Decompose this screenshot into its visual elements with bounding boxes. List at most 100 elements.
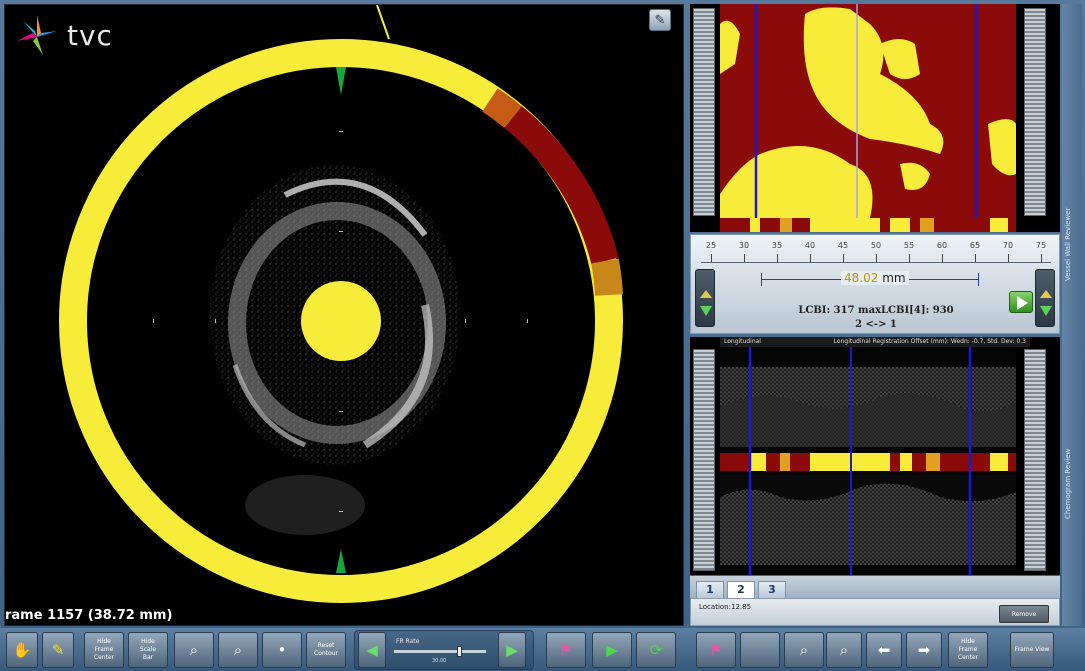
ruler-tick [777, 254, 778, 262]
right-marker-button[interactable] [1035, 269, 1055, 327]
zoom-out-button[interactable]: ⌕ [218, 632, 258, 668]
logo-text: tvc [67, 18, 113, 52]
arrow-right-icon: ➡ [917, 641, 931, 659]
tool-button-blank[interactable] [740, 632, 780, 668]
ruler-tick-label: 60 [936, 241, 948, 250]
ruler-tick-label: 70 [1002, 241, 1014, 250]
arrow-right-icon: ▶ [506, 641, 518, 659]
flag-icon: ⚑ [709, 641, 723, 659]
zoom-in-button[interactable]: ⌕ [174, 632, 214, 668]
ruler-tick [1041, 254, 1042, 262]
ruler-tick-label: 35 [771, 241, 783, 250]
measurement-value: 48.02 mm [841, 271, 909, 285]
loop-icon: ⟳ [649, 641, 663, 659]
ruler-tick [843, 254, 844, 262]
tab-2[interactable]: 2 [727, 581, 755, 598]
center-button[interactable]: • [262, 632, 302, 668]
left-marker-button[interactable] [695, 269, 715, 327]
slider-handle[interactable] [457, 646, 463, 657]
tvc-logo-icon [17, 15, 57, 55]
ruler-tick-label: 40 [804, 241, 816, 250]
chemogram-panel [690, 4, 1060, 232]
zoom-in-right-button[interactable]: ⌕ [784, 632, 824, 668]
ruler-tick [975, 254, 976, 262]
ruler-tick [942, 254, 943, 262]
side-tab-vessel-wall[interactable]: Vessel Wall Reviewer [1064, 207, 1072, 281]
play-button-main[interactable]: ▶ [592, 632, 632, 668]
bookmark-button[interactable]: ⚑ [546, 632, 586, 668]
longitudinal-panel: Longitudinal Longitudinal Registration O… [690, 337, 1060, 575]
marker-down-icon [700, 290, 712, 316]
distance-ruler[interactable]: 25 30 35 40 45 50 55 60 65 70 75 [701, 239, 1051, 263]
left-scroll-rail[interactable] [693, 8, 715, 216]
frame-label: rame 1157 (38.72 mm) [5, 608, 173, 623]
step-forward-button[interactable]: ▶ [498, 632, 526, 668]
hand-icon: ✋ [12, 641, 32, 659]
next-button[interactable]: ➡ [906, 632, 942, 668]
top-marker-icon[interactable] [336, 67, 346, 95]
hide-frame-center-right-button[interactable]: Hide Frame Center [948, 632, 988, 668]
tab-1[interactable]: 1 [696, 581, 724, 598]
measure-tool-button[interactable]: ✎ [42, 632, 74, 668]
ruler-pencil-icon: ✎ [51, 641, 65, 659]
zoom-in-icon: ⌕ [799, 641, 809, 659]
flag-button[interactable]: ⚑ [696, 632, 736, 668]
arrow-left-icon: ◀ [366, 641, 378, 659]
tvc-logo: tvc [13, 11, 113, 59]
reset-contour-button[interactable]: Reset Contour [306, 632, 346, 668]
hide-scale-bar-button[interactable]: Hide Scale Bar [128, 632, 168, 668]
left-scroll-rail[interactable] [693, 349, 715, 571]
measurement-panel: 25 30 35 40 45 50 55 60 65 70 75 48.02 mm LCBI: 31… [690, 234, 1060, 334]
cross-section-view[interactable] [5, 5, 685, 627]
right-panel: 25 30 35 40 45 50 55 60 65 70 75 48.02 mm LCBI: 31… [690, 4, 1060, 626]
scale-ticks [153, 131, 528, 512]
zoom-out-icon: ⌕ [839, 641, 849, 659]
zoom-out-icon: ⌕ [233, 641, 243, 659]
bottom-marker-icon[interactable] [336, 549, 346, 573]
longitudinal-view[interactable] [720, 347, 1016, 575]
edit-pencil-button[interactable]: ✎ [649, 9, 671, 31]
remove-button[interactable]: Remove [999, 605, 1049, 623]
right-scroll-rail[interactable] [1024, 8, 1046, 216]
hide-frame-center-button[interactable]: Hide Frame Center [84, 632, 124, 668]
longitudinal-header: Longitudinal Longitudinal Registration O… [720, 337, 1030, 347]
right-scroll-rail[interactable] [1024, 349, 1046, 571]
flag-icon: ⚑ [559, 641, 573, 659]
previous-button[interactable]: ⬅ [866, 632, 902, 668]
zoom-out-right-button[interactable]: ⌕ [826, 632, 862, 668]
ruler-tick-label: 65 [969, 241, 981, 250]
ruler-tick [876, 254, 877, 262]
frame-range: 2 <-> 1 [855, 319, 897, 330]
ruler-tick [1008, 254, 1009, 262]
chemogram-heatmap[interactable] [720, 4, 1016, 218]
loop-button[interactable]: ⟳ [636, 632, 676, 668]
tool-button-1[interactable]: ✋ [6, 632, 38, 668]
dot-icon: • [277, 641, 287, 659]
frame-view-button[interactable]: Frame View [1010, 632, 1054, 668]
location-bar: Location: 12.85 Remove [690, 598, 1060, 626]
location-label: Location: [699, 603, 731, 611]
side-tab-chemogram-review[interactable]: Chemogram Review [1064, 448, 1072, 520]
side-tab-strip: Vessel Wall Reviewer Chemogram Review [1062, 4, 1082, 626]
ruler-tick [744, 254, 745, 262]
tab-3[interactable]: 3 [758, 581, 786, 598]
location-value: 12.85 [731, 603, 752, 611]
arrow-left-icon: ⬅ [877, 641, 891, 659]
frame-rate-slider[interactable]: FR Rate 30.00 [388, 636, 492, 664]
chemogram-strip [720, 218, 1016, 232]
chemogram-ring [59, 39, 623, 603]
step-back-button[interactable]: ◀ [358, 632, 386, 668]
play-icon: ▶ [606, 641, 618, 659]
ruler-tick-label: 75 [1035, 241, 1047, 250]
lcbi-readout: LCBI: 317 maxLCBI[4]: 930 [798, 305, 954, 316]
ruler-tick-label: 25 [705, 241, 717, 250]
pencil-icon: ✎ [654, 12, 666, 28]
slider-track [394, 650, 486, 653]
play-button[interactable] [1009, 291, 1033, 313]
ruler-tick [810, 254, 811, 262]
marker-down-icon [1040, 290, 1052, 316]
chemogram-lipid-arc [504, 106, 619, 265]
ruler-tick [711, 254, 712, 262]
